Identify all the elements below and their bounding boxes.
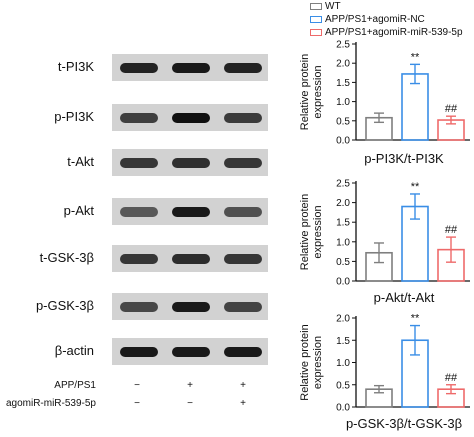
blot-panel-t-gsk3b: [112, 245, 268, 272]
blot-band: [172, 254, 210, 264]
blot-label-p-akt: p-Akt: [63, 203, 94, 218]
y-tick-label: 2.5: [336, 179, 350, 190]
condition-mark: −: [187, 398, 193, 409]
blot-panel-t-pi3k: [112, 54, 268, 81]
y-tick-label: 2.0: [336, 314, 350, 325]
y-tick-label: 1.0: [336, 97, 350, 108]
blot-band: [172, 347, 210, 357]
condition-label-app-ps1: APP/PS1: [54, 380, 96, 391]
significance-mark: ##: [445, 224, 458, 236]
blot-band: [224, 347, 262, 357]
condition-mark: −: [134, 398, 140, 409]
blot-band: [172, 63, 210, 73]
y-axis-label: Relative proteinexpression: [299, 194, 324, 270]
blot-band: [172, 207, 210, 217]
y-tick-label: 0.5: [336, 257, 350, 268]
y-tick-label: 0.0: [336, 277, 350, 288]
y-tick-label: 1.0: [336, 237, 350, 248]
y-axis-label: Relative proteinexpression: [299, 324, 324, 400]
significance-mark: **: [411, 181, 420, 193]
blot-panel-beta-actin: [112, 338, 268, 365]
blot-label-beta-actin: β-actin: [54, 343, 94, 358]
condition-mark: +: [240, 398, 246, 409]
significance-mark: **: [411, 313, 420, 325]
blot-label-p-gsk3b: p-GSK-3β: [35, 298, 94, 313]
legend-item-agomir-nc: APP/PS1+agomiR-NC: [310, 13, 463, 26]
y-tick-label: 1.5: [336, 336, 350, 347]
y-tick-label: 1.5: [336, 218, 350, 229]
legend-label: WT: [325, 1, 341, 12]
legend-swatch: [310, 3, 322, 10]
blot-band: [120, 158, 158, 168]
y-axis-label: Relative proteinexpression: [299, 54, 324, 130]
legend-label: APP/PS1+agomiR-NC: [325, 14, 425, 25]
y-tick-label: 2.5: [336, 40, 350, 51]
blot-band: [224, 158, 262, 168]
legend-item-wt: WT: [310, 0, 463, 13]
blot-band: [172, 158, 210, 168]
blot-panel-p-pi3k: [112, 104, 268, 131]
blot-label-t-pi3k: t-PI3K: [57, 59, 94, 74]
blot-band: [172, 302, 210, 312]
blot-band: [224, 207, 262, 217]
blot-band: [224, 302, 262, 312]
significance-mark: **: [411, 51, 420, 63]
y-tick-label: 0.5: [336, 380, 350, 391]
blot-panel-t-akt: [112, 149, 268, 176]
chart-title: p-PI3K/t-PI3K: [364, 151, 444, 166]
blot-band: [120, 113, 158, 123]
condition-label-agomir: agomiR-miR-539-5p: [5, 398, 96, 409]
y-tick-label: 0.0: [336, 403, 350, 414]
y-tick-label: 1.0: [336, 358, 350, 369]
blot-band: [224, 254, 262, 264]
blot-band: [172, 113, 210, 123]
y-tick-label: 0.0: [336, 136, 350, 147]
blot-label-t-akt: t-Akt: [67, 154, 94, 169]
legend-swatch: [310, 16, 322, 23]
blot-band: [120, 347, 158, 357]
blot-label-t-gsk3b: t-GSK-3β: [39, 250, 94, 265]
y-tick-label: 2.0: [336, 59, 350, 70]
blot-band: [120, 63, 158, 73]
blot-panel-p-gsk3b: [112, 293, 268, 320]
legend-item-agomir-mir: APP/PS1+agomiR-miR-539-5p: [310, 26, 463, 39]
blot-panel-p-akt: [112, 198, 268, 225]
condition-mark: +: [187, 380, 193, 391]
condition-mark: −: [134, 380, 140, 391]
significance-mark: ##: [445, 372, 458, 384]
blot-label-p-pi3k: p-PI3K: [54, 109, 94, 124]
chart-legend: WT APP/PS1+agomiR-NC APP/PS1+agomiR-miR-…: [310, 0, 463, 39]
condition-mark: +: [240, 380, 246, 391]
chart-title: p-Akt/t-Akt: [374, 290, 435, 305]
significance-mark: ##: [445, 103, 458, 115]
blot-band: [120, 254, 158, 264]
y-tick-label: 0.5: [336, 116, 350, 127]
blot-band: [224, 63, 262, 73]
blot-band: [120, 302, 158, 312]
legend-label: APP/PS1+agomiR-miR-539-5p: [325, 27, 463, 38]
legend-swatch: [310, 29, 322, 36]
chart-title: p-GSK-3β/t-GSK-3β: [346, 416, 462, 431]
blot-band: [224, 113, 262, 123]
blot-band: [120, 207, 158, 217]
y-tick-label: 2.0: [336, 198, 350, 209]
y-tick-label: 1.5: [336, 78, 350, 89]
